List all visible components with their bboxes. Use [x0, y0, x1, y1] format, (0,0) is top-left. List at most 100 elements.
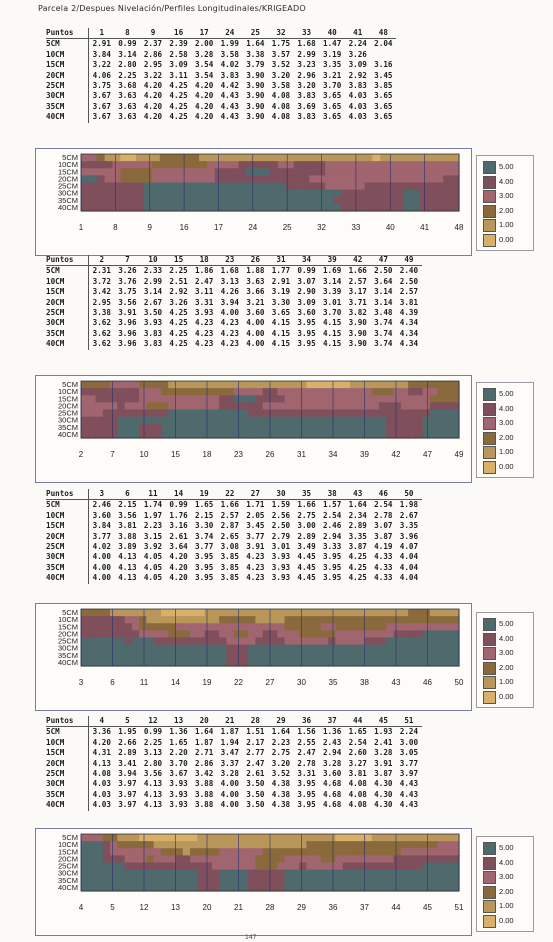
table-cell: 3.01	[322, 297, 342, 307]
table-cell: 3.20	[271, 758, 291, 768]
x-tick-label: 16	[180, 223, 189, 232]
contour-cell	[422, 616, 431, 624]
table-cell: 3.67	[92, 91, 111, 101]
contour-cell	[393, 848, 402, 856]
contour-cell	[219, 388, 227, 396]
contour-cell	[81, 876, 89, 885]
table-cell: 1.64	[348, 500, 367, 510]
contour-cell	[124, 623, 133, 631]
contour-cell	[429, 637, 438, 646]
contour-cell	[325, 203, 334, 212]
y-tick-label: 5CM	[62, 380, 78, 389]
legend-value: 4.00	[499, 857, 514, 867]
contour-cell	[190, 651, 198, 660]
contour-cell	[226, 876, 235, 885]
contour-cell	[386, 876, 395, 885]
contour-cell	[364, 388, 373, 396]
contour-cell	[419, 175, 429, 184]
contour-cell	[328, 848, 337, 856]
contour-cell	[313, 416, 322, 425]
table-cell: 3.95	[195, 552, 214, 562]
contour-cell	[393, 869, 402, 878]
contour-cell	[117, 388, 126, 396]
table-cell: 2.86	[195, 758, 214, 768]
contour-cell	[139, 834, 148, 842]
table-row: 20CM 4.06 2.25 3.22 3.11 3.54 3.83 3.90 3.20 2.96…	[46, 70, 396, 82]
table-row: 5CM 2.31 3.26 2.33 2.25 1.86 1.68 1.88 1.77 0.99 1…	[46, 265, 422, 277]
table-cell: 2.55	[297, 737, 316, 747]
contour-cell	[415, 609, 424, 617]
contour-cell	[131, 658, 140, 667]
table-cell: 4.08	[348, 779, 367, 789]
contour-cell	[379, 862, 387, 871]
contour-cell	[136, 182, 145, 191]
table-cell: 3.35	[322, 60, 342, 70]
contour-cell	[219, 637, 227, 646]
legend-value: 4.00	[499, 403, 514, 413]
contour-cell	[102, 616, 111, 624]
contour-cell	[168, 883, 177, 892]
contour-cell	[233, 862, 242, 871]
contour-cell	[408, 630, 416, 639]
contour-cell	[284, 637, 293, 646]
contour-cell	[429, 848, 438, 856]
table-cell: 4.45	[297, 573, 316, 583]
contour-cell	[380, 182, 389, 191]
contour-cell	[364, 841, 373, 849]
table-cell: 1.75	[271, 39, 291, 49]
contour-cell	[357, 416, 366, 425]
contour-cell	[364, 630, 373, 639]
table-cell: 3.35	[348, 531, 367, 541]
contour-cell	[379, 395, 387, 403]
contour-cell	[451, 651, 460, 660]
contour-cell	[175, 430, 184, 439]
contour-cell	[320, 416, 329, 425]
table-cell: 3.95	[297, 800, 316, 810]
contour-cell	[117, 848, 126, 856]
y-tick-label: 5CM	[62, 153, 78, 162]
contour-cell	[139, 658, 148, 667]
contour-cell	[415, 423, 424, 432]
contour-cell	[386, 409, 395, 418]
table-cell: 3.63	[118, 91, 137, 101]
y-tick-label: 10CM	[58, 160, 78, 169]
contour-cell	[301, 175, 310, 184]
contour-cell	[124, 841, 133, 849]
contour-cell	[131, 409, 140, 418]
contour-cell	[233, 637, 242, 646]
contour-cell	[144, 203, 153, 212]
contour-cell	[400, 651, 409, 660]
contour-cell	[299, 616, 307, 624]
contour-cell	[320, 651, 329, 660]
x-tick-label: 31	[297, 450, 306, 459]
punto-header: 49	[396, 255, 422, 267]
table-cell: 2.51	[169, 276, 188, 286]
contour-cell	[233, 623, 242, 631]
y-tick-label: 25CM	[58, 862, 78, 871]
contour-cell	[197, 841, 206, 849]
contour-cell	[328, 609, 337, 617]
legend-swatch	[483, 219, 496, 233]
x-tick-label: 46	[423, 678, 432, 687]
contour-cell	[408, 623, 416, 631]
contour-cell	[437, 862, 446, 871]
contour-cell	[393, 388, 402, 396]
x-tick-label: 37	[360, 903, 369, 912]
contour-cell	[248, 834, 257, 842]
table-cell: 3.92	[143, 542, 163, 552]
contour-cell	[88, 381, 97, 389]
contour-cell	[277, 883, 286, 892]
table-cell: 4.25	[169, 101, 188, 111]
table-cell: 4.25	[348, 562, 367, 572]
contour-cell	[124, 395, 133, 403]
contour-cell	[388, 168, 397, 176]
contour-cell	[153, 630, 162, 639]
legend-swatch	[483, 175, 496, 189]
contour-cell	[415, 644, 424, 653]
table-cell: 4.25	[169, 318, 188, 328]
contour-cell	[81, 381, 89, 389]
contour-cell	[131, 416, 140, 425]
contour-cell	[415, 388, 424, 396]
contour-cell	[411, 182, 421, 191]
contour-cell	[211, 388, 220, 396]
